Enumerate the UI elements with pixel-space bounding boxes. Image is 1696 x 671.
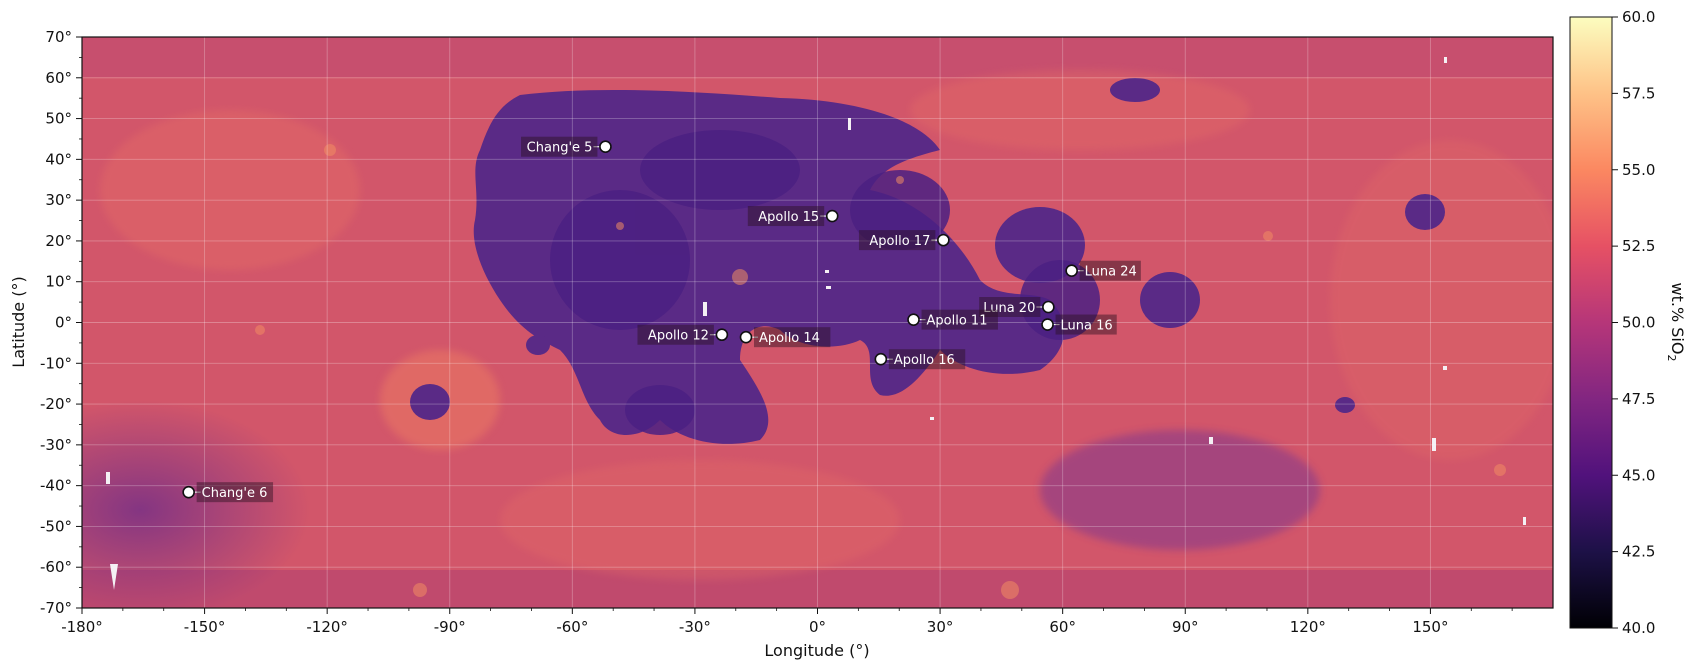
x-tick-label: -180° (61, 618, 103, 636)
colorbar-tick-label: 50.0 (1622, 314, 1655, 332)
site-dot (1041, 318, 1054, 331)
landing-site-marker[interactable]: Apollo 14 (739, 327, 831, 348)
x-tick-label: -120° (306, 618, 348, 636)
landing-site-marker[interactable]: Apollo 12 (637, 324, 729, 345)
y-tick-label: -50° (40, 517, 72, 535)
colorbar-tick-label: 47.5 (1622, 390, 1655, 408)
colorbar-ticks: 60.0 57.5 55.0 52.5 50.0 47.5 45.0 42.5 40.0 (1612, 8, 1655, 637)
y-tick-label: -40° (40, 477, 72, 495)
site-dot (907, 313, 920, 326)
landing-site-marker[interactable]: Chang'e 5 (521, 136, 612, 157)
colorbar-tick-label: 55.0 (1622, 161, 1655, 179)
site-label: Apollo 17 (869, 234, 930, 249)
landing-site-marker[interactable]: Apollo 11 (907, 309, 998, 330)
x-axis-label: Longitude (°) (764, 641, 869, 660)
site-label-background (747, 206, 825, 227)
colorbar-tick-label: 40.0 (1622, 619, 1655, 637)
y-tick-label: -10° (40, 354, 72, 372)
y-tick-label: 0° (55, 314, 72, 332)
site-label-background (921, 309, 998, 330)
site-label-background (979, 297, 1041, 318)
colorbar-tick-label: 57.5 (1622, 84, 1655, 102)
colorbar-tick-label: 42.5 (1622, 543, 1655, 561)
landing-site-marker[interactable]: Luna 16 (1041, 314, 1117, 335)
site-dot (825, 209, 839, 223)
landing-site-marker[interactable]: Apollo 16 (874, 349, 966, 370)
landing-site-marker[interactable]: Luna 20 (979, 297, 1055, 318)
site-dot (182, 485, 195, 499)
site-label: Chang'e 5 (527, 141, 593, 156)
site-dot (1065, 264, 1078, 278)
colorbar-tick-label: 45.0 (1622, 466, 1655, 484)
site-label: Luna 20 (983, 301, 1035, 316)
site-label: Apollo 12 (648, 329, 709, 344)
x-tick-label: -30° (679, 618, 711, 636)
x-tick-label: 0° (809, 618, 826, 636)
y-tick-label: 70° (45, 28, 72, 46)
colorbar-label: wt.% SiO2 (1665, 283, 1687, 362)
site-dot (599, 140, 612, 154)
site-label: Apollo 14 (759, 331, 820, 346)
y-axis-label: Latitude (°) (9, 276, 28, 367)
x-tick-label: 30° (927, 618, 954, 636)
y-tick-label: -70° (40, 599, 72, 617)
site-label-background (521, 136, 598, 157)
x-tick-label: -60° (556, 618, 588, 636)
y-tick-label: -20° (40, 395, 72, 413)
bright-crater-speckle (255, 144, 1506, 599)
site-label: Luna 24 (1085, 265, 1137, 280)
x-tick-label: -90° (434, 618, 466, 636)
x-tick-label: 150° (1412, 618, 1448, 636)
y-tick-label: 30° (45, 191, 72, 209)
y-tick-label: 60° (45, 69, 72, 87)
site-dot (1042, 300, 1055, 314)
landing-site-marker[interactable]: Luna 24 (1065, 260, 1141, 281)
y-tick-label: 10° (45, 273, 72, 291)
landing-site-marker[interactable]: Chang'e 6 (182, 482, 274, 503)
site-label-background (753, 327, 831, 348)
site-dot (739, 330, 753, 344)
x-tick-label: -150° (184, 618, 226, 636)
site-dot (715, 328, 729, 342)
site-label: Apollo 15 (758, 210, 819, 225)
landing-site-marker[interactable]: Apollo 15 (747, 206, 839, 227)
longitude-ticks: -180° -150° -120° -90° -60° -30° 0° 30° 60° 90° 12… (61, 608, 1513, 636)
silica-map-raster (82, 37, 1553, 608)
y-tick-label: 20° (45, 232, 72, 250)
site-label: Luna 16 (1061, 319, 1113, 334)
x-tick-label: 120° (1290, 618, 1326, 636)
colorbar-tick-label: 52.5 (1622, 237, 1655, 255)
site-label-background (1079, 260, 1141, 281)
maria-dark-core (550, 130, 1100, 435)
x-tick-label: 60° (1049, 618, 1076, 636)
y-tick-label: 50° (45, 110, 72, 128)
y-tick-label: 40° (45, 150, 72, 168)
y-tick-label: -30° (40, 436, 72, 454)
maria-regions (410, 78, 1445, 444)
site-dot (874, 352, 888, 366)
x-tick-label: 90° (1172, 618, 1199, 636)
y-tick-label: -60° (40, 558, 72, 576)
colorbar (1569, 16, 1613, 629)
site-label: Chang'e 6 (202, 486, 268, 501)
latitude-ticks: 70° 60° 50° 40° 30° 20° 10° 0° -10° -20° -30° -40° -… (40, 28, 82, 617)
site-label: Apollo 16 (894, 353, 955, 368)
site-label-background (858, 230, 936, 251)
colorbar-tick-label: 60.0 (1622, 8, 1655, 26)
site-label-background (888, 349, 966, 370)
site-label-background (637, 324, 714, 345)
landing-sites: Chang'e 5 Apollo 15 Apollo 17 Luna 24 Luna 2… (182, 136, 1141, 503)
site-label: Apollo 11 (927, 314, 988, 329)
data-gap-marks (106, 57, 1526, 590)
landing-site-marker[interactable]: Apollo 17 (858, 230, 950, 251)
spa-basin-region (82, 400, 310, 608)
site-label-background (1055, 314, 1117, 335)
site-label-background (196, 482, 274, 503)
site-dot (937, 233, 950, 247)
